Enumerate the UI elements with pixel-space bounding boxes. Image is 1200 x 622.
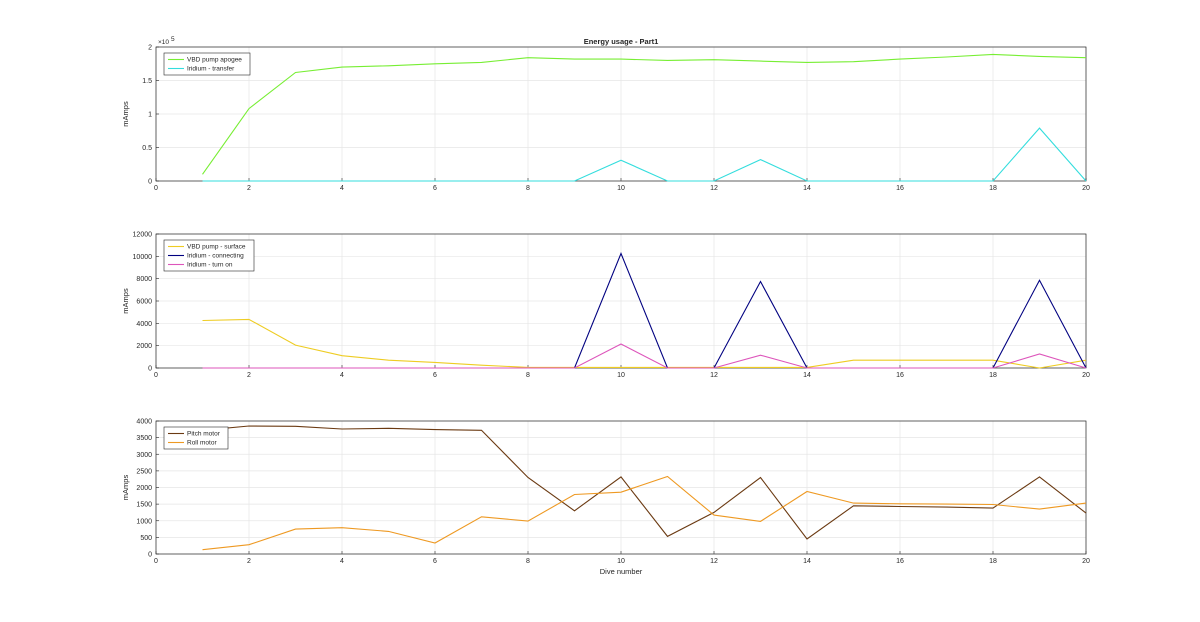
x-tick-label: 6: [433, 185, 437, 192]
y-tick-label: 3000: [136, 452, 152, 459]
x-tick-label: 6: [433, 372, 437, 379]
y-tick-label: 4000: [136, 321, 152, 328]
y-tick-label: 12000: [133, 232, 153, 239]
legend: VBD pump apogee Iridium - transfer: [163, 52, 251, 76]
legend-entry: Iridium - turn on: [187, 262, 233, 269]
y-tick-label: 2000: [136, 485, 152, 492]
series-line-1: [202, 425, 1087, 540]
y-tick-label: 2500: [136, 468, 152, 475]
legend-entry: Pitch motor: [187, 431, 221, 438]
y-tick-label: 1: [148, 112, 152, 119]
series-line-1: [202, 318, 1087, 369]
x-tick-label: 2: [247, 185, 251, 192]
figure-title: Energy usage - Part1: [584, 37, 659, 46]
y-exponent-label: ×10: [158, 39, 169, 46]
y-exponent-power: 5: [171, 36, 175, 43]
x-tick-label: 8: [526, 372, 530, 379]
x-tick-label: 16: [896, 558, 904, 565]
axes-box: [155, 46, 1087, 182]
y-tick-label: 0.5: [142, 145, 152, 152]
legend-entry: Roll motor: [187, 440, 217, 447]
legend-box: [163, 52, 251, 76]
x-tick-label: 12: [710, 185, 718, 192]
series-line-1: [202, 53, 1087, 175]
x-tick-label: 8: [526, 185, 530, 192]
legend: VBD pump - surface Iridium - connecting Ir…: [163, 239, 255, 272]
x-tick-label: 20: [1082, 558, 1090, 565]
x-tick-label: 18: [989, 558, 997, 565]
y-tick-label: 2: [148, 45, 152, 52]
x-tick-label: 10: [617, 558, 625, 565]
x-tick-label: 0: [154, 372, 158, 379]
x-tick-label: 4: [340, 372, 344, 379]
axes-box: [155, 233, 1087, 369]
x-tick-label: 0: [154, 558, 158, 565]
legend-entry: VBD pump apogee: [187, 57, 242, 64]
x-tick-label: 10: [617, 185, 625, 192]
chart-panel-1: 0 2 4 6 8 10 12 14 16 18 20 0 0.5 1 1.5 2 ×10 5 mAmps VBD p…: [121, 36, 1090, 192]
y-tick-label: 500: [140, 535, 152, 542]
x-tick-label: 14: [803, 185, 811, 192]
x-tick-label: 18: [989, 372, 997, 379]
x-tick-label: 2: [247, 372, 251, 379]
y-tick-label: 6000: [136, 299, 152, 306]
y-tick-label: 10000: [133, 254, 153, 261]
x-tick-label: 8: [526, 558, 530, 565]
series-line-2: [202, 475, 1087, 551]
series-line-2: [202, 127, 1087, 182]
x-tick-label: 16: [896, 185, 904, 192]
y-axis-label: mAmps: [121, 288, 130, 314]
y-axis-label: mAmps: [121, 475, 130, 501]
x-tick-label: 20: [1082, 185, 1090, 192]
x-tick-label: 4: [340, 185, 344, 192]
legend-box: [163, 426, 229, 450]
legend-entry: Iridium - transfer: [187, 66, 235, 73]
y-tick-label: 1000: [136, 518, 152, 525]
x-tick-label: 12: [710, 558, 718, 565]
x-tick-label: 18: [989, 185, 997, 192]
x-tick-label: 6: [433, 558, 437, 565]
series-line-3: [202, 343, 1087, 369]
legend-entry: VBD pump - surface: [187, 244, 246, 251]
chart-panel-2: 0 2 4 6 8 10 12 14 16 18 20 0 2000 4000 6000 8000 10000 1…: [121, 232, 1090, 380]
x-tick-label: 2: [247, 558, 251, 565]
x-tick-label: 14: [803, 372, 811, 379]
chart-panel-3: 0 2 4 6 8 10 12 14 16 18 20 0 500 1000 1500 2000 2500 300…: [121, 419, 1090, 577]
y-tick-label: 0: [148, 366, 152, 373]
y-tick-label: 1500: [136, 502, 152, 509]
x-axis-label: Dive number: [600, 567, 643, 576]
y-tick-label: 0: [148, 552, 152, 559]
x-tick-label: 16: [896, 372, 904, 379]
y-tick-label: 1.5: [142, 78, 152, 85]
x-tick-label: 4: [340, 558, 344, 565]
x-tick-label: 0: [154, 185, 158, 192]
x-tick-label: 12: [710, 372, 718, 379]
y-tick-label: 4000: [136, 419, 152, 426]
legend-entry: Iridium - connecting: [187, 253, 244, 260]
y-tick-label: 2000: [136, 343, 152, 350]
x-tick-label: 20: [1082, 372, 1090, 379]
y-tick-label: 3500: [136, 435, 152, 442]
y-tick-label: 0: [148, 179, 152, 186]
y-tick-label: 8000: [136, 276, 152, 283]
y-axis-label: mAmps: [121, 101, 130, 127]
axes-box: [155, 420, 1087, 555]
legend: Pitch motor Roll motor: [163, 426, 229, 450]
x-tick-label: 14: [803, 558, 811, 565]
x-tick-label: 10: [617, 372, 625, 379]
